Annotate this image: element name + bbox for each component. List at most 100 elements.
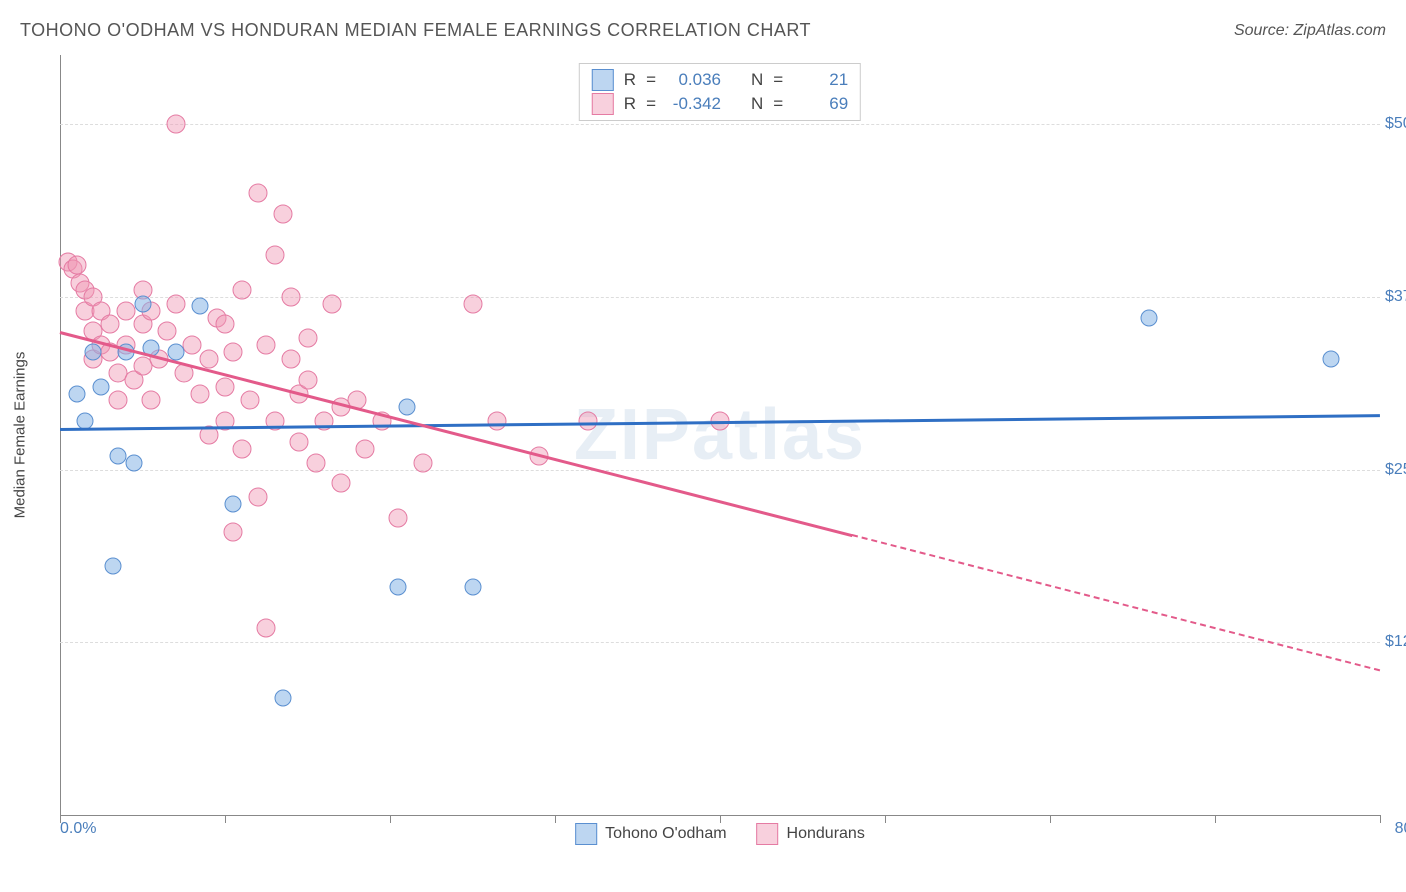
x-axis-max-label: 80.0% xyxy=(1395,820,1406,838)
scatter-marker xyxy=(265,246,284,265)
scatter-marker xyxy=(225,496,242,513)
legend-label: Tohono O'odham xyxy=(605,825,726,843)
n-value: 69 xyxy=(793,94,848,114)
scatter-marker xyxy=(224,343,243,362)
x-tick xyxy=(1380,815,1381,823)
x-tick xyxy=(720,815,721,823)
scatter-marker xyxy=(232,439,251,458)
x-tick xyxy=(885,815,886,823)
scatter-marker xyxy=(273,204,292,223)
scatter-marker xyxy=(488,412,507,431)
legend-swatch xyxy=(575,823,597,845)
r-label: R xyxy=(624,70,636,90)
legend-item: Tohono O'odham xyxy=(575,823,726,845)
scatter-marker xyxy=(224,522,243,541)
legend-label: Hondurans xyxy=(787,825,865,843)
x-tick xyxy=(390,815,391,823)
equals: = xyxy=(646,94,656,114)
scatter-marker xyxy=(315,412,334,431)
y-tick-label: $50,000 xyxy=(1385,115,1406,133)
stats-row: R = 0.036 N = 21 xyxy=(592,68,848,92)
scatter-marker xyxy=(331,474,350,493)
scatter-marker xyxy=(298,370,317,389)
scatter-marker xyxy=(323,294,342,313)
scatter-marker xyxy=(216,315,235,334)
x-axis-min-label: 0.0% xyxy=(60,820,96,838)
scatter-marker xyxy=(166,294,185,313)
y-tick-label: $25,000 xyxy=(1385,461,1406,479)
scatter-marker xyxy=(390,579,407,596)
scatter-marker xyxy=(249,184,268,203)
scatter-marker xyxy=(141,391,160,410)
n-label: N xyxy=(751,94,763,114)
gridline xyxy=(60,470,1380,471)
series-swatch xyxy=(592,69,614,91)
scatter-marker xyxy=(257,619,276,638)
scatter-marker xyxy=(356,439,375,458)
equals: = xyxy=(773,70,783,90)
scatter-marker xyxy=(191,384,210,403)
scatter-marker xyxy=(93,378,110,395)
scatter-marker xyxy=(298,329,317,348)
scatter-marker xyxy=(389,508,408,527)
scatter-marker xyxy=(463,294,482,313)
scatter-marker xyxy=(398,399,415,416)
stats-row: R=-0.342N=69 xyxy=(592,92,848,116)
gridline xyxy=(60,124,1380,125)
legend-item: Hondurans xyxy=(757,823,865,845)
x-tick xyxy=(1215,815,1216,823)
scatter-marker xyxy=(1141,309,1158,326)
x-tick xyxy=(555,815,556,823)
series-swatch xyxy=(592,93,614,115)
scatter-marker xyxy=(290,432,309,451)
scatter-marker xyxy=(1322,351,1339,368)
scatter-marker xyxy=(257,336,276,355)
gridline xyxy=(60,642,1380,643)
r-label: R xyxy=(624,94,636,114)
scatter-marker xyxy=(158,322,177,341)
correlation-stats-box: R = 0.036 N = 21R = -0.342 N = 69 xyxy=(579,63,861,121)
regression-line xyxy=(852,535,1380,672)
y-tick-label: $12,500 xyxy=(1385,633,1406,651)
scatter-marker xyxy=(166,115,185,134)
scatter-marker xyxy=(306,453,325,472)
y-tick-label: $37,500 xyxy=(1385,288,1406,306)
scatter-marker xyxy=(126,454,143,471)
scatter-marker xyxy=(216,377,235,396)
y-axis-line xyxy=(60,55,61,815)
legend-swatch xyxy=(757,823,779,845)
scatter-marker xyxy=(414,453,433,472)
chart-container: TOHONO O'ODHAM VS HONDURAN MEDIAN FEMALE… xyxy=(0,0,1406,892)
r-value: 0.036 xyxy=(666,70,721,90)
scatter-marker xyxy=(108,391,127,410)
scatter-marker xyxy=(85,344,102,361)
n-label: N xyxy=(751,70,763,90)
gridline xyxy=(60,297,1380,298)
scatter-marker xyxy=(183,336,202,355)
scatter-marker xyxy=(240,391,259,410)
equals: = xyxy=(646,70,656,90)
regression-line xyxy=(60,331,853,537)
scatter-marker xyxy=(167,344,184,361)
scatter-marker xyxy=(134,295,151,312)
scatter-marker xyxy=(464,579,481,596)
scatter-marker xyxy=(232,280,251,299)
scatter-marker xyxy=(68,385,85,402)
chart-source: Source: ZipAtlas.com xyxy=(1234,22,1386,40)
n-value: 21 xyxy=(793,70,848,90)
scatter-marker xyxy=(199,350,218,369)
x-tick xyxy=(1050,815,1051,823)
chart-header: TOHONO O'ODHAM VS HONDURAN MEDIAN FEMALE… xyxy=(20,20,1386,41)
scatter-marker xyxy=(579,412,598,431)
plot-area: Median Female Earnings ZIPatlas R=0.036N… xyxy=(60,55,1380,816)
scatter-marker xyxy=(104,558,121,575)
scatter-marker xyxy=(109,447,126,464)
r-value: -0.342 xyxy=(666,94,721,114)
scatter-marker xyxy=(274,689,291,706)
scatter-marker xyxy=(100,315,119,334)
chart-title: TOHONO O'ODHAM VS HONDURAN MEDIAN FEMALE… xyxy=(20,20,811,41)
y-axis-title: Median Female Earnings xyxy=(12,352,29,519)
series-legend: Tohono O'odham Hondurans xyxy=(575,823,865,845)
scatter-marker xyxy=(282,287,301,306)
x-tick xyxy=(225,815,226,823)
